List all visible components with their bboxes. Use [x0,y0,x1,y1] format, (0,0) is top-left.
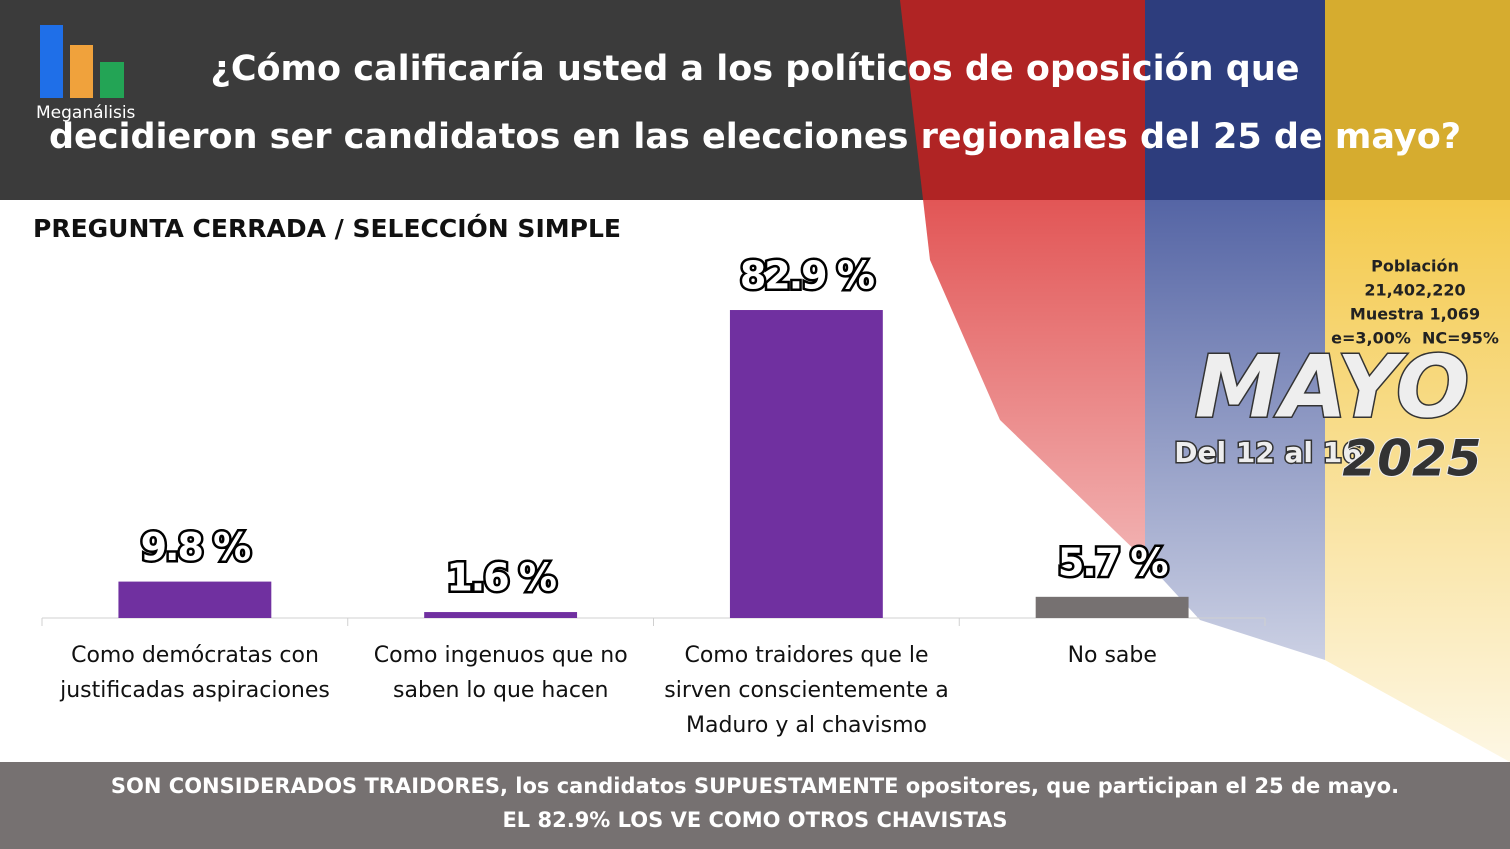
footer-band [0,762,1510,849]
x-tick-label: Como demócratas con justificadas aspirac… [60,643,330,703]
x-tick-label: Como ingenuos que no saben lo que hacen [373,643,628,703]
month: MAYO [1195,337,1470,437]
value-label: 5.7 % [1058,540,1168,584]
logo-bar [100,62,124,98]
info: Muestra 1,069 [1350,305,1480,324]
subtitle: PREGUNTA CERRADA / SELECCIÓN SIMPLE [33,213,621,243]
dates: Del 12 al 16 [1174,436,1362,469]
logo-bar [40,25,63,98]
year: 2025 [1342,430,1481,488]
value-label: 1.6 % [446,556,556,600]
x-tick-label: No sabe [1067,643,1157,668]
footer-text: EL 82.9% LOS VE COMO OTROS CHAVISTAS [502,808,1007,832]
title: ¿Cómo calificaría usted a los políticos … [211,49,1300,89]
footer-text: SON CONSIDERADOS TRAIDORES, los candidat… [111,774,1399,798]
title: decidieron ser candidatos en las eleccio… [49,117,1461,157]
logo-bar [70,45,93,98]
bar [729,310,883,618]
info: e=3,00% NC=95% [1331,329,1499,348]
info: 21,402,220 [1364,281,1465,300]
bar [118,581,272,618]
logo-text: Meganálisis [36,103,136,123]
x-tick-label: Como traidores que le sirven conscientem… [664,643,949,738]
info: Población [1371,257,1459,276]
value-label: 9.8 % [141,525,251,569]
value-label: 82.9 % [740,254,874,298]
bar [424,612,578,618]
flag-fade [880,200,1510,762]
bar [1035,596,1189,618]
